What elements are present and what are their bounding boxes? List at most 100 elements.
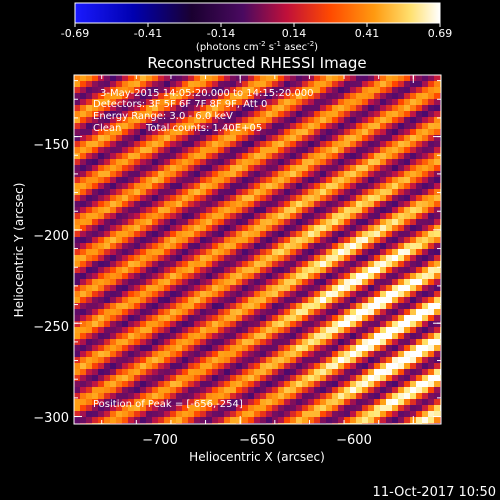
heatmap-cell: [380, 273, 387, 280]
heatmap-cell: [290, 147, 297, 154]
heatmap-cell: [266, 117, 273, 124]
heatmap-cell: [230, 297, 237, 304]
heatmap-cell: [116, 231, 123, 238]
heatmap-cell: [302, 375, 309, 382]
heatmap-cell: [434, 255, 441, 262]
heatmap-cell: [158, 177, 165, 184]
heatmap-cell: [248, 123, 255, 130]
heatmap-cell: [182, 345, 189, 352]
heatmap-cell: [404, 87, 411, 94]
heatmap-cell: [98, 219, 105, 226]
heatmap-cell: [248, 219, 255, 226]
heatmap-cell: [146, 285, 153, 292]
heatmap-cell: [158, 273, 165, 280]
heatmap-cell: [212, 255, 219, 262]
heatmap-cell: [200, 123, 207, 130]
heatmap-cell: [308, 81, 315, 88]
heatmap-cell: [212, 345, 219, 352]
heatmap-cell: [344, 201, 351, 208]
heatmap-cell: [140, 147, 147, 154]
heatmap-cell: [86, 303, 93, 310]
heatmap-cell: [152, 417, 159, 424]
heatmap-cell: [104, 321, 111, 328]
heatmap-cell: [152, 213, 159, 220]
heatmap-cell: [164, 345, 171, 352]
heatmap-cell: [116, 177, 123, 184]
heatmap-cell: [164, 81, 171, 88]
heatmap-cell: [176, 339, 183, 346]
heatmap-cell: [404, 231, 411, 238]
heatmap-cell: [104, 207, 111, 214]
heatmap-cell: [428, 285, 435, 292]
heatmap-cell: [236, 117, 243, 124]
heatmap-cell: [158, 243, 165, 250]
heatmap-cell: [296, 183, 303, 190]
heatmap-cell: [74, 123, 81, 130]
heatmap-cell: [326, 171, 333, 178]
heatmap-cell: [302, 333, 309, 340]
heatmap-cell: [266, 177, 273, 184]
heatmap-cell: [86, 87, 93, 94]
heatmap-cell: [218, 159, 225, 166]
heatmap-cell: [374, 357, 381, 364]
heatmap-cell: [404, 213, 411, 220]
heatmap-cell: [254, 177, 261, 184]
heatmap-cell: [332, 231, 339, 238]
heatmap-cell: [146, 255, 153, 262]
heatmap-cell: [338, 285, 345, 292]
heatmap-cell: [260, 81, 267, 88]
heatmap-cell: [338, 183, 345, 190]
heatmap-cell: [392, 123, 399, 130]
heatmap-cell: [428, 345, 435, 352]
heatmap-cell: [344, 381, 351, 388]
heatmap-cell: [338, 339, 345, 346]
heatmap-cell: [266, 381, 273, 388]
heatmap-cell: [122, 195, 129, 202]
heatmap-cell: [230, 129, 237, 136]
heatmap-cell: [188, 345, 195, 352]
heatmap-cell: [278, 279, 285, 286]
heatmap-cell: [278, 285, 285, 292]
heatmap-cell: [74, 387, 81, 394]
heatmap-cell: [320, 351, 327, 358]
heatmap-cell: [392, 201, 399, 208]
heatmap-cell: [254, 195, 261, 202]
heatmap-cell: [290, 243, 297, 250]
heatmap-cell: [422, 105, 429, 112]
heatmap-cell: [230, 381, 237, 388]
heatmap-cell: [398, 255, 405, 262]
heatmap-cell: [128, 165, 135, 172]
heatmap-cell: [392, 117, 399, 124]
heatmap-cell: [308, 381, 315, 388]
heatmap-cell: [182, 273, 189, 280]
heatmap-cell: [350, 303, 357, 310]
heatmap-cell: [434, 99, 441, 106]
heatmap-cell: [86, 75, 93, 82]
heatmap-cell: [248, 357, 255, 364]
heatmap-cell: [224, 75, 231, 82]
heatmap-cell: [200, 213, 207, 220]
heatmap-cell: [320, 105, 327, 112]
heatmap-cell: [134, 381, 141, 388]
heatmap-cell: [404, 219, 411, 226]
heatmap-cell: [326, 153, 333, 160]
heatmap-cell: [428, 189, 435, 196]
heatmap-cell: [116, 219, 123, 226]
heatmap-cell: [140, 381, 147, 388]
heatmap-cell: [98, 315, 105, 322]
heatmap-cell: [422, 381, 429, 388]
heatmap-cell: [308, 255, 315, 262]
heatmap-cell: [236, 135, 243, 142]
heatmap-cell: [236, 219, 243, 226]
heatmap-cell: [302, 237, 309, 244]
heatmap-cell: [374, 339, 381, 346]
heatmap-cell: [104, 135, 111, 142]
heatmap-cell: [212, 273, 219, 280]
heatmap-cell: [236, 399, 243, 406]
heatmap-cell: [404, 399, 411, 406]
heatmap-cell: [350, 327, 357, 334]
heatmap-cell: [146, 273, 153, 280]
heatmap-cell: [80, 159, 87, 166]
heatmap-cell: [236, 309, 243, 316]
heatmap-cell: [146, 171, 153, 178]
